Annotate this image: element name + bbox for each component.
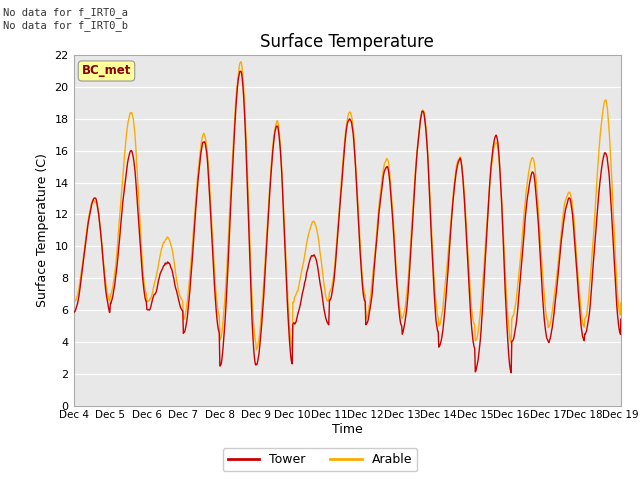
Text: No data for f_IRT0_a
No data for f_IRT0_b: No data for f_IRT0_a No data for f_IRT0_… [3, 7, 128, 31]
Y-axis label: Surface Temperature (C): Surface Temperature (C) [36, 154, 49, 307]
Legend: Tower, Arable: Tower, Arable [223, 448, 417, 471]
Title: Surface Temperature: Surface Temperature [260, 33, 434, 51]
X-axis label: Time: Time [332, 423, 363, 436]
Text: BC_met: BC_met [82, 64, 131, 77]
